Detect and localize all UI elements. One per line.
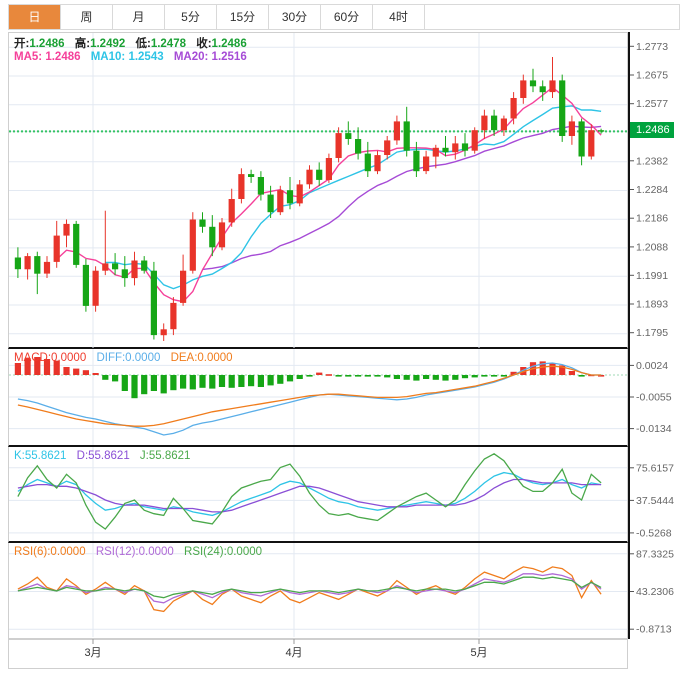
svg-text:0.0024: 0.0024 (636, 360, 668, 372)
period-tabbar: 日 周 月 5分 15分 30分 60分 4时 (8, 4, 680, 30)
svg-text:37.5444: 37.5444 (636, 495, 674, 507)
time-axis: 3月 4月 5月 (8, 639, 628, 669)
macd-chart-panel[interactable] (8, 349, 628, 447)
price-chart-panel[interactable] (8, 32, 628, 349)
svg-text:1.2577: 1.2577 (636, 98, 668, 110)
svg-text:3月: 3月 (84, 647, 101, 659)
kdj-chart-panel[interactable] (8, 447, 628, 543)
tab-month[interactable]: 月 (113, 5, 165, 29)
svg-text:1.1991: 1.1991 (636, 270, 668, 282)
price-axis: 1.2773 1.2675 1.2577 1.2382 1.2284 1.2186 1.20… (628, 32, 688, 349)
svg-text:1.2284: 1.2284 (636, 184, 668, 196)
svg-text:1.2675: 1.2675 (636, 70, 668, 82)
svg-text:43.2306: 43.2306 (636, 586, 674, 598)
tab-week[interactable]: 周 (61, 5, 113, 29)
svg-text:1.1795: 1.1795 (636, 327, 668, 339)
svg-text:1.2773: 1.2773 (636, 41, 668, 53)
svg-text:-0.0134: -0.0134 (636, 423, 672, 435)
svg-text:-0.0055: -0.0055 (636, 392, 672, 404)
svg-text:5月: 5月 (470, 647, 487, 659)
svg-text:4月: 4月 (285, 647, 302, 659)
rsi-axis: 87.3325 43.2306 -0.8713 (628, 543, 688, 639)
svg-text:87.3325: 87.3325 (636, 548, 674, 560)
macd-axis: 0.0024 -0.0055 -0.0134 (628, 349, 688, 447)
svg-text:1.2186: 1.2186 (636, 213, 668, 225)
last-price-tag: 1.2486 (630, 122, 674, 139)
svg-text:-0.5268: -0.5268 (636, 527, 672, 539)
tabbar-filler (425, 5, 679, 29)
tab-30min[interactable]: 30分 (269, 5, 321, 29)
svg-text:1.2382: 1.2382 (636, 155, 668, 167)
kdj-axis: 75.6157 37.5444 -0.5268 (628, 447, 688, 543)
tab-5min[interactable]: 5分 (165, 5, 217, 29)
tab-15min[interactable]: 15分 (217, 5, 269, 29)
svg-text:75.6157: 75.6157 (636, 462, 674, 474)
svg-text:1.2088: 1.2088 (636, 241, 668, 253)
rsi-chart-panel[interactable] (8, 543, 628, 639)
svg-text:-0.8713: -0.8713 (636, 624, 672, 636)
svg-text:1.1893: 1.1893 (636, 298, 668, 310)
tab-day[interactable]: 日 (9, 5, 61, 29)
tab-4hour[interactable]: 4时 (373, 5, 425, 29)
tab-60min[interactable]: 60分 (321, 5, 373, 29)
